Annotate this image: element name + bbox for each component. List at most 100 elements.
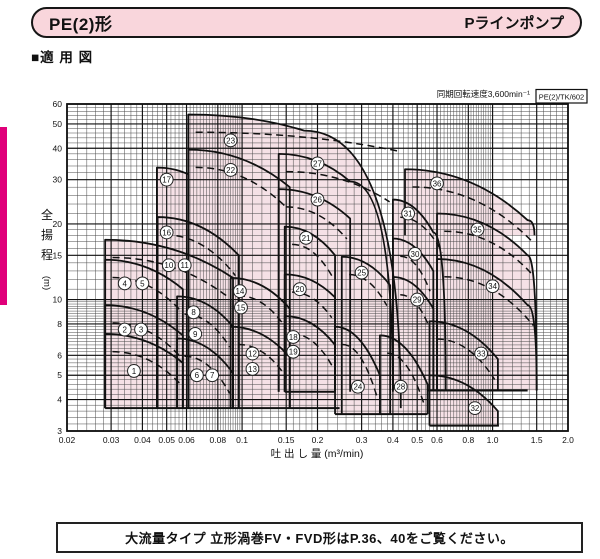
- x-tick-label: 0.02: [59, 435, 76, 445]
- pump-envelope-outline: [156, 216, 240, 409]
- pump-number-label: 30: [411, 250, 420, 259]
- pump-number-badge: [159, 172, 174, 187]
- pump-envelope-outline: [176, 295, 234, 409]
- x-tick-label: 0.8: [462, 435, 474, 445]
- pump-envelope-outline: [404, 168, 536, 236]
- pump-number-label: 23: [226, 136, 235, 145]
- pump-envelope-dashed-curve: [444, 230, 534, 277]
- pump-number-label: 22: [226, 166, 235, 175]
- figure-code-label: PE(2)/TK/602: [539, 93, 584, 102]
- page-edge-tab: [0, 127, 7, 305]
- y-tick-label: 10: [53, 295, 63, 305]
- pump-number-label: 17: [162, 176, 171, 185]
- pump-number-badge: [135, 276, 150, 291]
- pump-number-badge: [189, 368, 204, 383]
- x-tick-label: 0.5: [411, 435, 423, 445]
- pump-envelope-dashed-curve: [286, 206, 348, 240]
- pump-envelope-outline: [187, 148, 291, 409]
- pump-number-label: 34: [488, 282, 497, 291]
- pump-envelope-dashed-curve: [164, 234, 237, 277]
- pump-number-badge: [401, 206, 416, 221]
- pump-number-badge: [188, 327, 203, 341]
- pump-number-label: 32: [470, 404, 479, 413]
- pump-number-label: 16: [162, 228, 171, 237]
- pump-number-badge: [117, 322, 132, 337]
- pump-number-label: 19: [289, 348, 298, 357]
- pump-number-label: 27: [313, 159, 322, 168]
- y-tick-label: 5: [57, 370, 62, 380]
- pump-number-badge: [430, 176, 444, 191]
- pump-envelope-dashed-curve: [436, 338, 496, 380]
- pump-envelope-dashed-curve: [412, 186, 532, 242]
- y-axis-title-char: 全: [41, 207, 53, 222]
- pump-envelope-outline: [379, 334, 429, 415]
- y-axis-unit: (m): [41, 276, 52, 290]
- x-tick-label: 0.08: [210, 435, 227, 445]
- pump-envelope-outline: [176, 337, 234, 409]
- plot-frame: [66, 103, 569, 432]
- x-tick-label: 0.2: [312, 435, 324, 445]
- pump-number-badge: [161, 258, 176, 273]
- y-tick-label: 60: [53, 99, 63, 109]
- y-tick-label: 15: [53, 250, 63, 260]
- pump-number-label: 28: [396, 383, 405, 392]
- pump-number-label: 12: [248, 349, 257, 358]
- pump-number-label: 8: [191, 308, 196, 317]
- pump-number-badge: [286, 330, 301, 344]
- pump-number-label: 9: [193, 330, 198, 339]
- pump-envelope-dashed-curve: [349, 273, 388, 306]
- pump-number-label: 26: [313, 195, 322, 204]
- pump-envelope-outline: [229, 276, 291, 409]
- pump-number-badge: [310, 192, 325, 207]
- pump-number-label: 3: [139, 325, 144, 334]
- pump-envelope-outline: [104, 258, 184, 409]
- pump-envelope-outline: [104, 333, 184, 409]
- pump-number-label: 7: [210, 371, 215, 380]
- large-flow-notice-text: 大流量タイプ 立形渦巻FV・FVD形はP.36、40をご覧ください。: [125, 531, 514, 546]
- y-tick-label: 40: [53, 143, 63, 153]
- pump-number-badge: [223, 133, 238, 148]
- pump-number-badge: [117, 276, 132, 291]
- y-tick-label: 8: [57, 319, 62, 329]
- pump-number-label: 25: [357, 269, 366, 278]
- pump-number-label: 15: [237, 303, 246, 312]
- pump-number-label: 18: [289, 333, 298, 342]
- pump-envelope-outline: [187, 113, 402, 409]
- x-axis-title: 吐 出 し 量 (m³/min): [271, 447, 364, 460]
- section-title: ■適 用 図: [31, 50, 94, 65]
- pump-envelope-dashed-curve: [195, 166, 287, 209]
- y-tick-label: 30: [53, 175, 63, 185]
- pump-envelope-dashed-curve: [400, 255, 431, 292]
- pump-number-badge: [159, 225, 174, 240]
- pump-envelope-outline: [436, 212, 538, 391]
- series-title: PE(2)形: [49, 15, 113, 34]
- pump-number-badge: [299, 230, 313, 245]
- x-tick-label: 0.4: [387, 435, 399, 445]
- large-flow-notice-box: 大流量タイプ 立形渦巻FV・FVD形はP.36、40をご覧ください。: [56, 522, 583, 553]
- pump-number-badge: [177, 258, 192, 273]
- pump-number-label: 13: [248, 365, 257, 374]
- pump-number-badge: [245, 346, 260, 361]
- pump-number-badge: [310, 156, 325, 171]
- y-axis-title-char: 揚: [41, 228, 53, 242]
- pump-number-badge: [351, 379, 365, 394]
- pump-envelope-outline: [340, 255, 392, 415]
- pump-envelope-dashed-curve: [286, 170, 391, 203]
- pump-envelope-dashed-curve: [342, 343, 378, 396]
- pump-number-badge: [245, 361, 260, 376]
- y-tick-label: 50: [53, 119, 63, 129]
- pump-number-label: 36: [433, 179, 442, 188]
- pump-number-label: 1: [132, 367, 137, 376]
- pump-number-label: 2: [123, 325, 128, 334]
- pump-number-badge: [410, 292, 425, 307]
- pump-envelope-dashed-curve: [292, 243, 333, 277]
- pump-envelope-outline: [104, 238, 234, 409]
- pump-number-badge: [393, 379, 408, 394]
- pump-number-label: 5: [140, 279, 145, 288]
- pump-number-badge: [232, 284, 247, 299]
- pump-number-label: 33: [477, 349, 486, 358]
- pump-envelope-outline: [428, 374, 499, 426]
- pump-number-badge: [186, 305, 201, 320]
